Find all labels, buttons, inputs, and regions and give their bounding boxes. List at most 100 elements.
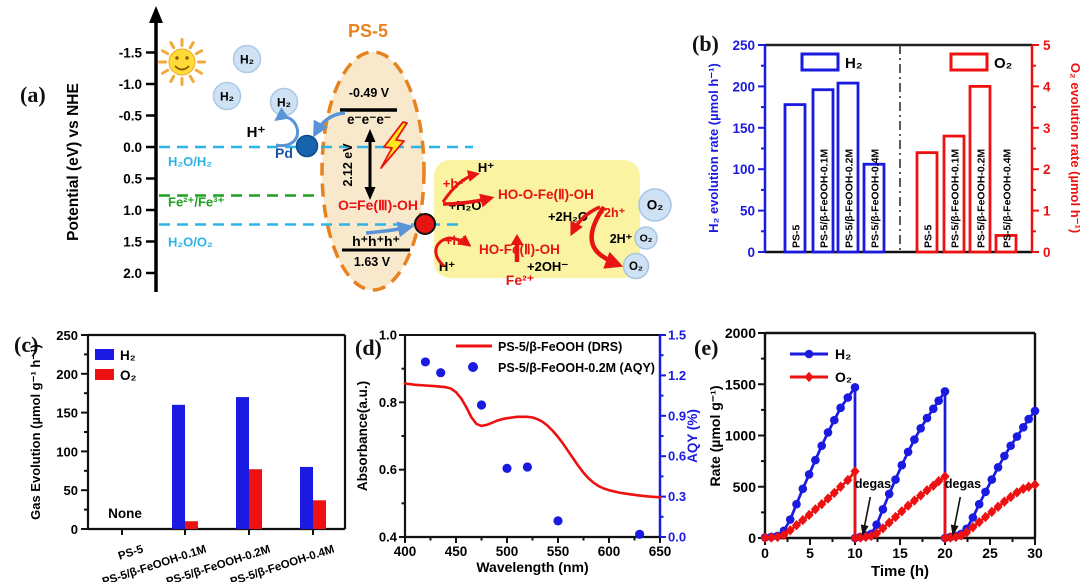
left-tick-label: 150 (732, 121, 755, 136)
reaction-fe2: Fe²⁺ (506, 272, 534, 288)
y-tick-label: 100 (56, 444, 78, 459)
sun-eye (175, 56, 179, 60)
bar-category-label: PS-5/β-FeOOH-0.1M (819, 149, 831, 248)
x-tick-label: 15 (892, 545, 908, 561)
y-tick-label: 500 (733, 479, 757, 495)
left-axis-label: H₂ evolution rate (µmol h⁻¹) (706, 63, 721, 233)
degas-annotation: degas (945, 477, 981, 491)
left-tick-label: 200 (732, 79, 755, 94)
data-point (903, 447, 913, 457)
hole-transfer-arrow (365, 221, 414, 238)
reaction-h-plus: H⁺ (478, 160, 494, 175)
pd-cocatalyst (295, 134, 319, 158)
axis-tick-label: 0.5 (123, 172, 142, 187)
y-tick-label: 200 (56, 367, 78, 382)
reaction-box (434, 160, 640, 278)
data-point (804, 470, 814, 479)
data-point (910, 435, 919, 444)
y-tick-label: 0 (71, 522, 78, 537)
legend-swatch-h2 (800, 52, 840, 72)
drs-curve (403, 382, 662, 499)
right-tick-label: 2 (1043, 162, 1051, 177)
data-point (1018, 483, 1028, 494)
y-tick-label: 50 (64, 483, 78, 498)
axis-tick-label: -1.5 (119, 46, 143, 61)
bandgap-arrow-head (364, 129, 376, 142)
right-tick-label: 0 (1043, 245, 1051, 260)
data-point (1024, 414, 1033, 424)
right-tick-label: 5 (1043, 38, 1051, 53)
aqy-data-point (553, 516, 563, 526)
reaction-arrow (570, 205, 601, 237)
data-point (922, 413, 932, 423)
legend-dot-sample (468, 362, 478, 372)
data-point (829, 487, 839, 499)
axis-tick-label: 1.0 (123, 203, 142, 218)
o2-bar (915, 151, 939, 254)
legend-swatch-o2 (949, 52, 989, 72)
sun-smile (174, 65, 190, 71)
h2-bar (862, 162, 886, 254)
x-tick-label: 0 (761, 545, 769, 561)
aqy-data-point (635, 529, 645, 539)
data-point (916, 424, 925, 433)
bar-category-label: PS-5/β-FeOOH-0.1M (950, 149, 962, 248)
data-point (1012, 487, 1022, 498)
data-point (1006, 491, 1016, 503)
axis-arrowhead (149, 6, 163, 23)
x-tick-label: 600 (598, 544, 621, 559)
hole-site (414, 213, 436, 235)
reaction-arrow (442, 193, 495, 208)
data-point (850, 532, 860, 544)
axis-tick-label: 1.5 (123, 235, 142, 250)
axis-tick-label: 2.0 (123, 266, 142, 281)
legend-label-o2: O₂ (120, 368, 137, 383)
legend-label-h2: H₂ (120, 348, 136, 363)
data-point (934, 396, 943, 405)
reaction-arrow (589, 205, 624, 269)
aqy-data-point (522, 462, 532, 472)
o2-bubble (634, 226, 658, 250)
bar-category-label: PS-5/β-FeOOH-0.4M (1002, 149, 1014, 248)
reaction-up-arrow-head (510, 234, 524, 245)
aqy-tick-label: 0.6 (668, 449, 686, 464)
data-point (804, 509, 814, 521)
data-point (791, 519, 802, 531)
bar-category-label: PS-5/β-FeOOH-0.4M (870, 149, 882, 248)
data-point (922, 485, 932, 496)
panel-b-label: (b) (692, 31, 719, 56)
legend-label-drs: PS-5/β-FeOOH (DRS) (498, 340, 622, 354)
data-point (785, 515, 795, 524)
h2-evolution-arrow (274, 107, 300, 148)
data-point (843, 393, 853, 402)
h2-bar (811, 88, 835, 254)
data-point (1012, 432, 1022, 441)
aqy-data-point (476, 400, 487, 410)
data-point (916, 490, 926, 501)
panel-d-absorbance-aqy-chart: 400 450 500 550 600 650 0.4 0.6 0.8 1.0 0.0 0.3 0.6 0… (355, 328, 700, 576)
y-tick-label: 2000 (725, 325, 756, 341)
potential-axis-label: Potential (eV) vs NHE (65, 83, 82, 241)
o2-bubble-label: O₂ (640, 233, 653, 245)
data-point (785, 525, 795, 536)
right-tick-label: 4 (1043, 79, 1051, 94)
left-tick-label: 250 (732, 38, 755, 53)
data-point (929, 404, 938, 414)
reaction-plus-2h2o: +2H₂O (548, 209, 588, 224)
aqy-tick-label: 1.2 (668, 368, 686, 383)
x-category-label: PS-5 (117, 543, 146, 562)
data-point (798, 484, 808, 494)
sun-ray-icon (161, 68, 170, 75)
h2-bar (783, 103, 807, 254)
x-tick-label: 30 (1027, 545, 1043, 561)
bar-category-label: PS-5 (923, 224, 935, 248)
data-point (956, 530, 966, 541)
redox-level-label: Fe²⁺/Fe³⁺ (168, 195, 224, 210)
degas-arrow-head (860, 524, 869, 537)
electron-transfer-arrow (313, 111, 346, 138)
data-point (798, 514, 808, 526)
data-point (884, 517, 894, 528)
sun-ray-icon (169, 74, 176, 83)
data-point (884, 489, 894, 499)
data-point (897, 460, 907, 470)
